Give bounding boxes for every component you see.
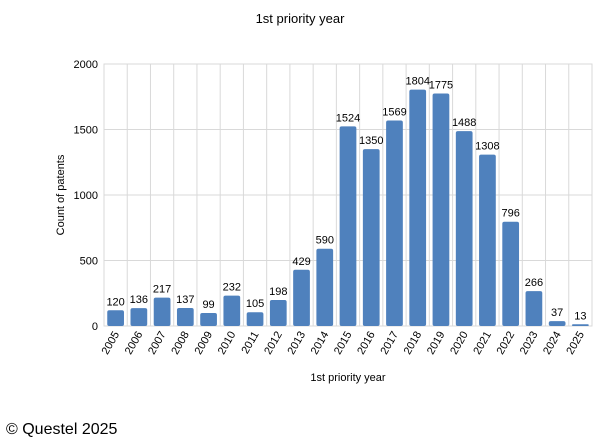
y-axis-label: Count of patents — [55, 154, 67, 235]
data-label-2008: 137 — [176, 294, 194, 306]
x-tick-label: 2020 — [448, 330, 471, 357]
bar-2025 — [572, 324, 589, 326]
data-label-2023: 266 — [525, 277, 543, 289]
y-tick-label: 0 — [92, 321, 98, 333]
x-tick-label: 2011 — [239, 330, 261, 356]
y-tick-label: 1000 — [74, 190, 98, 202]
x-tick-label: 2015 — [332, 330, 355, 357]
chart: 1st priority year 0 500 1000 1500 2000 120 13… — [55, 11, 593, 384]
bar-2020 — [455, 131, 473, 326]
data-label-2014: 590 — [316, 235, 334, 247]
x-tick-label: 2009 — [193, 330, 216, 357]
x-tick-label: 2018 — [402, 330, 425, 357]
bar-2019 — [432, 93, 450, 326]
x-tick-label: 2005 — [100, 330, 123, 357]
bar-2015 — [339, 126, 357, 326]
data-label-2021: 1308 — [475, 141, 499, 153]
chart-title: 1st priority year — [256, 11, 346, 26]
data-label-2005: 120 — [106, 296, 124, 308]
gridlines — [104, 63, 592, 327]
data-label-2019: 1775 — [429, 79, 453, 91]
y-axis-ticks: 0 500 1000 1500 2000 — [74, 59, 98, 333]
y-tick-label: 500 — [80, 256, 98, 268]
bar-2008 — [176, 308, 194, 326]
data-label-2016: 1350 — [359, 135, 383, 147]
plot-area: 0 500 1000 1500 2000 120 136 217 137 99 232 105 198… — [74, 59, 593, 357]
data-labels: 120 136 217 137 99 232 105 198 429 590 1524 1350 156… — [106, 76, 586, 323]
data-label-2013: 429 — [292, 256, 310, 268]
copyright-notice: © Questel 2025 — [6, 421, 118, 438]
data-label-2015: 1524 — [336, 112, 360, 124]
x-tick-label: 2012 — [262, 330, 285, 357]
data-label-2022: 796 — [501, 208, 519, 220]
x-tick-label: 2021 — [471, 330, 494, 357]
data-label-2025: 13 — [574, 310, 586, 322]
bar-2012 — [269, 300, 287, 326]
bar-2022 — [502, 221, 520, 326]
x-axis-label: 1st priority year — [310, 372, 386, 384]
x-tick-label: 2014 — [309, 330, 332, 357]
data-label-2010: 232 — [223, 282, 241, 294]
x-tick-label: 2006 — [123, 330, 146, 357]
bar-2018 — [409, 89, 427, 327]
data-label-2020: 1488 — [452, 117, 476, 129]
x-tick-label: 2025 — [564, 330, 587, 357]
x-tick-label: 2017 — [378, 330, 401, 357]
bar-2007 — [153, 297, 171, 326]
x-tick-label: 2013 — [285, 330, 308, 357]
x-tick-label: 2016 — [355, 330, 378, 357]
x-axis-ticks: 2005 2006 2007 2008 2009 2010 2011 2012 2013 2014… — [100, 330, 587, 357]
x-tick-label: 2010 — [216, 330, 239, 357]
data-label-2009: 99 — [202, 299, 214, 311]
bar-2021 — [479, 154, 496, 326]
x-tick-label: 2019 — [425, 330, 448, 357]
bar-2011 — [246, 312, 264, 326]
bars — [107, 89, 589, 327]
data-label-2024: 37 — [551, 307, 563, 319]
bar-2009 — [200, 313, 217, 326]
bar-2023 — [525, 291, 543, 326]
y-tick-label: 1500 — [74, 125, 98, 137]
data-label-2007: 217 — [153, 284, 171, 296]
bar-2013 — [293, 269, 310, 326]
data-label-2012: 198 — [269, 286, 287, 298]
bar-2006 — [130, 308, 148, 326]
data-label-2011: 105 — [246, 298, 264, 310]
data-label-2018: 1804 — [405, 76, 429, 88]
data-label-2006: 136 — [130, 294, 148, 306]
bar-2014 — [316, 248, 334, 326]
bar-2010 — [223, 295, 241, 326]
x-tick-label: 2007 — [146, 330, 169, 357]
x-tick-label: 2023 — [518, 330, 541, 357]
y-tick-label: 2000 — [74, 59, 98, 71]
bar-2017 — [386, 120, 403, 326]
x-tick-label: 2008 — [169, 330, 192, 357]
bar-2024 — [548, 321, 566, 326]
x-tick-label: 2022 — [495, 330, 518, 357]
x-tick-label: 2024 — [541, 330, 564, 357]
bar-2016 — [362, 149, 380, 326]
bar-2005 — [107, 310, 124, 326]
data-label-2017: 1569 — [382, 106, 406, 118]
